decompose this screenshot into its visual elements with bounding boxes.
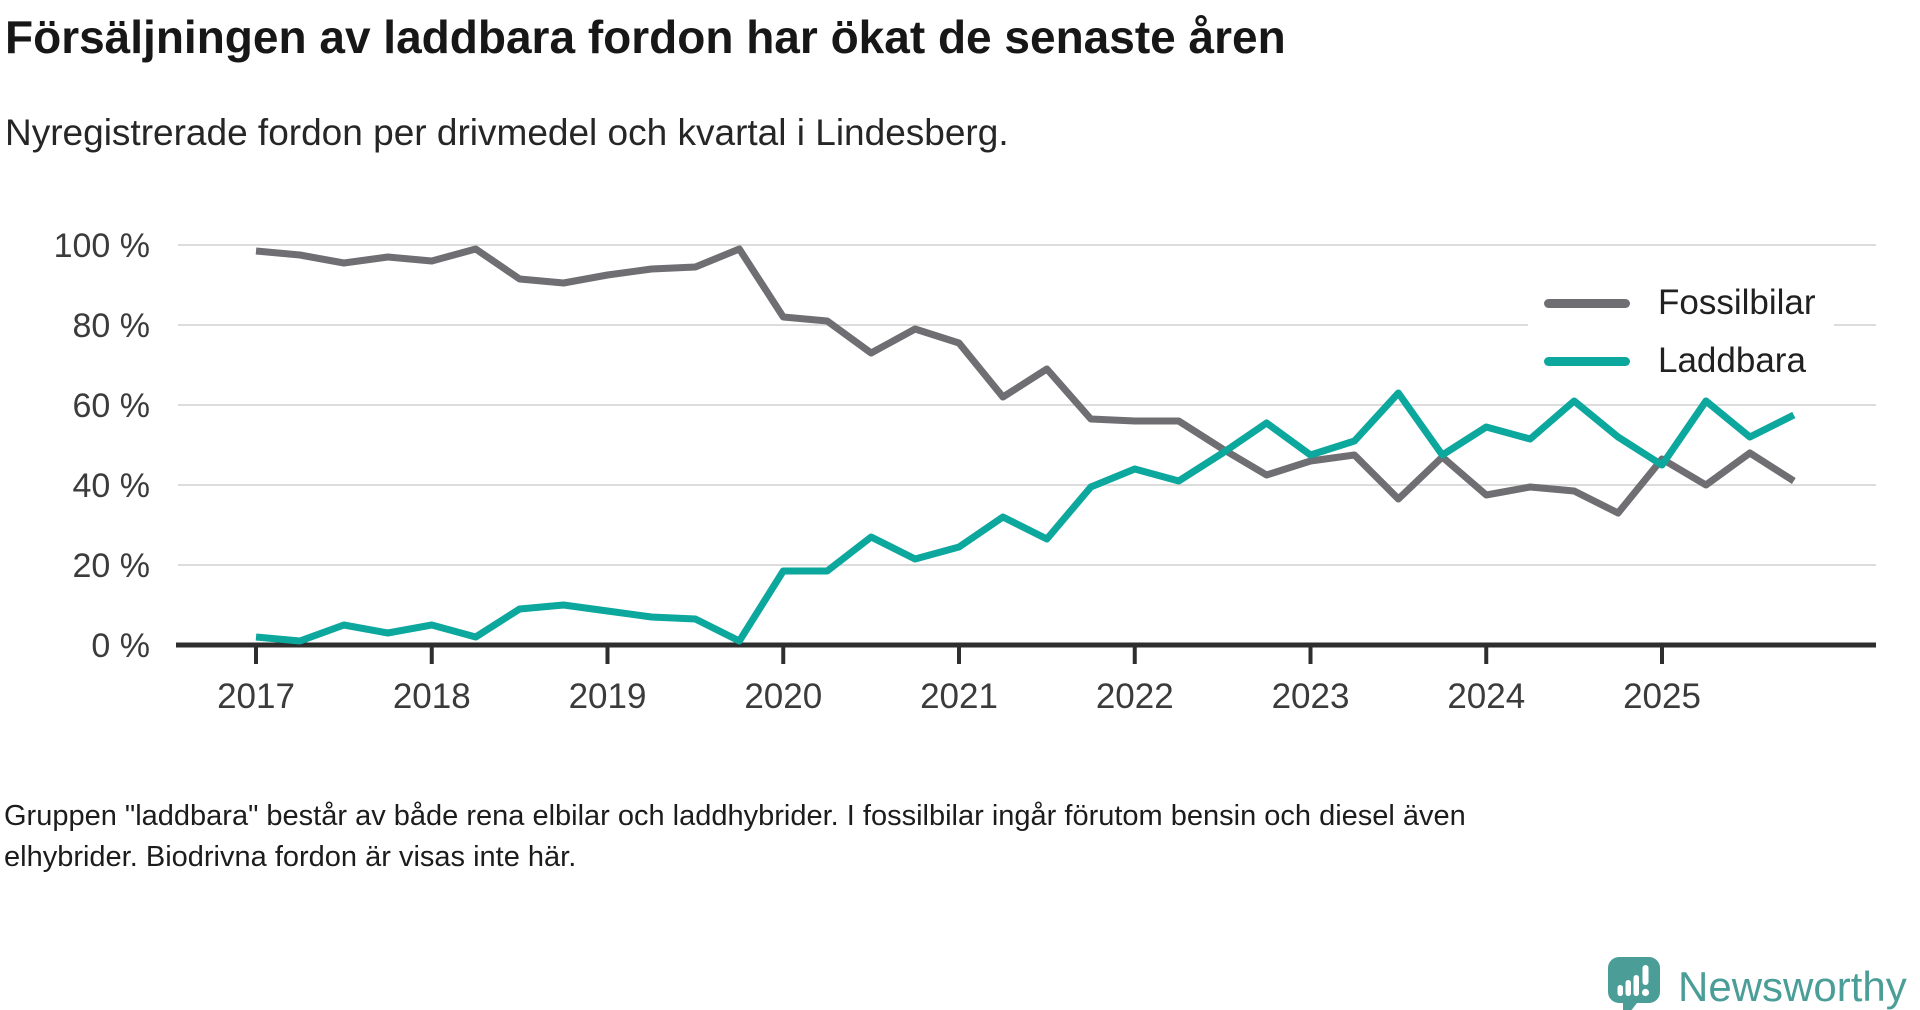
x-tick-label: 2021 (920, 677, 998, 716)
x-tick-label: 2023 (1272, 677, 1350, 716)
y-tick-label: 40 % (73, 467, 151, 505)
legend-label: Fossilbilar (1658, 283, 1816, 322)
y-tick-label: 100 % (54, 227, 150, 265)
speech-bubble-bar-chart-icon (1608, 957, 1660, 1010)
legend-item-fossilbilar: Fossilbilar (1544, 278, 1816, 328)
x-tick-label: 2019 (569, 677, 647, 716)
x-tick-label: 2018 (393, 677, 471, 716)
x-tick-label: 2017 (217, 677, 295, 716)
chart-footnote: Gruppen "laddbara" består av både rena e… (4, 796, 1604, 878)
x-tick-label: 2022 (1096, 677, 1174, 716)
page-title: Försäljningen av laddbara fordon har öka… (5, 11, 1286, 63)
y-tick-label: 60 % (73, 387, 151, 425)
x-tick-label: 2025 (1623, 677, 1701, 716)
legend-item-laddbara: Laddbara (1544, 336, 1816, 386)
footnote-line-1: Gruppen "laddbara" består av både rena e… (4, 800, 1466, 832)
newsworthy-logo: Newsworthy (1608, 957, 1907, 1010)
chart-legend: Fossilbilar Laddbara (1528, 272, 1834, 396)
x-tick-label: 2024 (1447, 677, 1525, 716)
y-tick-label: 20 % (73, 547, 151, 585)
laddbara-line-swatch-icon (1544, 356, 1630, 366)
series-line-fossilbilar (255, 245, 1796, 517)
footnote-line-2: elhybrider. Biodrivna fordon är visas in… (4, 841, 577, 873)
chart-subtitle: Nyregistrerade fordon per drivmedel och … (5, 112, 1009, 153)
x-tick-label: 2020 (744, 677, 822, 716)
series-line-laddbara (255, 389, 1796, 645)
newsworthy-logo-text: Newsworthy (1678, 963, 1907, 1010)
fossilbilar-line-swatch-icon (1544, 298, 1630, 308)
y-tick-label: 80 % (73, 307, 151, 345)
y-tick-label: 0 % (91, 627, 150, 665)
legend-label: Laddbara (1658, 341, 1806, 380)
